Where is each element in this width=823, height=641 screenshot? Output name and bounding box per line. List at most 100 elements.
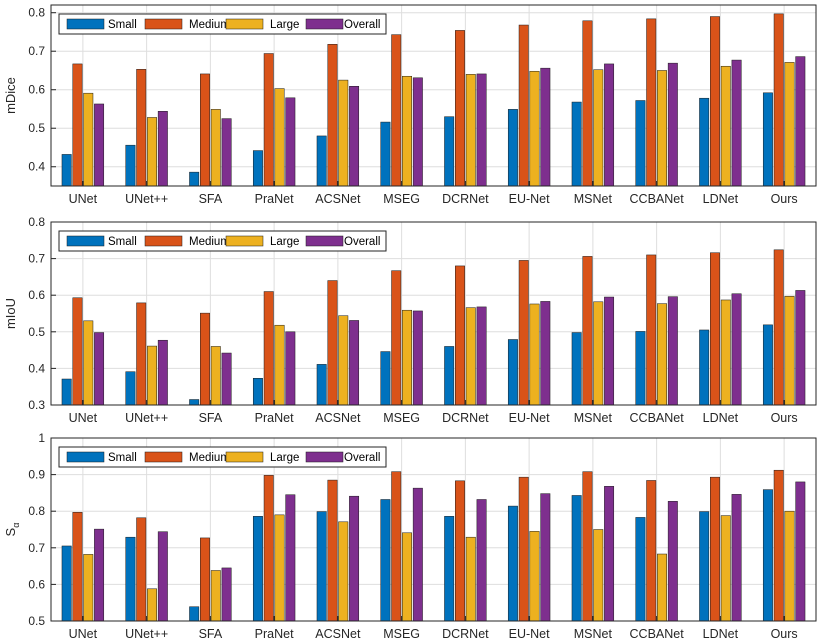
bar-medium-ours (773, 13, 784, 187)
x-tick-label: Ours (771, 411, 798, 425)
y-tick-label: 0.5 (28, 121, 45, 135)
bar-medium-dcrnet (455, 480, 465, 622)
bar-large-unet (83, 320, 94, 406)
bar-overall-eu-net (540, 67, 551, 187)
bar-large-pranet (274, 324, 285, 406)
bar-overall-acsnet (349, 320, 360, 406)
x-tick-label: EU-Net (509, 627, 551, 641)
bar-large-dcrnet (465, 307, 476, 406)
bar-large-msnet (593, 529, 604, 622)
y-tick-label: 0.6 (28, 83, 45, 97)
y-tick-label: 0.7 (28, 44, 45, 58)
bar-small-unet (61, 545, 72, 622)
plot-area (51, 438, 816, 621)
bar-overall-ccbanet (667, 62, 678, 187)
bar-small-pranet (252, 516, 263, 622)
bar-small-unetpp (125, 371, 136, 406)
bar-large-unet (83, 554, 94, 622)
bar-large-dcrnet (465, 74, 476, 187)
bar-small-ccbanet (635, 100, 646, 187)
x-tick-label: EU-Net (509, 192, 551, 206)
legend: Small Medium Large Overall (58, 230, 387, 252)
bar-overall-unet (94, 332, 105, 406)
y-tick-label: 0.5 (28, 325, 45, 339)
bar-medium-msnet (582, 256, 593, 406)
legend-label-large: Large (270, 19, 299, 31)
y-tick-label: 0.4 (28, 160, 45, 174)
x-tick-label: SFA (199, 192, 223, 206)
x-tick-label: MSNet (574, 411, 613, 425)
bar-small-mseg (380, 351, 391, 406)
bar-overall-ldnet (731, 59, 742, 187)
bar-large-unetpp (147, 345, 157, 406)
legend-label-medium: Medium (189, 236, 230, 248)
bar-small-acsnet (316, 135, 327, 187)
bar-small-unetpp (125, 144, 136, 187)
legend-swatch-overall (305, 451, 344, 463)
bar-medium-pranet (263, 475, 274, 622)
x-tick-label: DCRNet (442, 627, 489, 641)
legend-swatch-medium (144, 18, 183, 30)
bar-medium-eu-net (518, 24, 529, 187)
bar-large-pranet (274, 514, 285, 622)
bar-overall-msnet (604, 296, 615, 406)
bar-medium-unetpp (136, 517, 147, 622)
x-tick-label: SFA (199, 627, 223, 641)
x-tick-label: LDNet (703, 627, 739, 641)
x-tick-label: LDNet (703, 192, 739, 206)
bar-large-mseg (402, 309, 412, 406)
x-tick-label: CCBANet (630, 627, 685, 641)
x-tick-label: LDNet (703, 411, 739, 425)
bar-small-unetpp (125, 536, 136, 622)
bar-large-ours (784, 510, 795, 622)
y-tick-label: 0.5 (28, 614, 45, 628)
y-tick-label: 0.3 (28, 398, 45, 412)
bar-overall-ours (795, 290, 806, 406)
bar-overall-eu-net (540, 301, 551, 406)
bar-small-ccbanet (635, 517, 646, 622)
chart-panel-2: 0.3 0.4 0.5 0.6 0.7 0.8 UNet UNet++ SFA PraNet ACS… (3, 215, 817, 425)
bar-medium-ours (773, 469, 784, 622)
bar-overall-msnet (604, 486, 615, 622)
bar-large-acsnet (338, 315, 349, 406)
bar-small-msnet (571, 101, 582, 187)
bar-medium-ours (773, 249, 784, 406)
x-tick-label: Ours (771, 627, 798, 641)
x-tick-label: CCBANet (630, 192, 685, 206)
y-axis-label-text: S (3, 527, 18, 536)
bar-large-pranet (274, 88, 285, 187)
legend-swatch-large (225, 451, 264, 463)
x-tick-label: UNet++ (125, 192, 168, 206)
x-tick-label: Ours (771, 192, 798, 206)
bar-overall-mseg (412, 77, 423, 187)
bar-small-dcrnet (444, 346, 455, 406)
x-tick-label: ACSNet (315, 192, 361, 206)
bar-small-unet (61, 378, 72, 406)
axes-box (50, 221, 817, 406)
bar-large-msnet (593, 69, 604, 187)
bar-small-ccbanet (635, 331, 646, 406)
bar-medium-ldnet (710, 252, 720, 406)
y-axis-label: mDice (3, 77, 18, 114)
legend-label-overall: Overall (344, 452, 380, 464)
bar-medium-dcrnet (455, 265, 465, 406)
bar-large-dcrnet (465, 536, 476, 622)
legend-label-medium: Medium (189, 19, 230, 31)
legend-label-small: Small (108, 452, 137, 464)
bar-large-sfa (210, 109, 221, 187)
y-tick-label: 0.6 (28, 577, 45, 591)
bar-small-eu-net (507, 505, 518, 622)
x-tick-label: UNet (69, 192, 98, 206)
bar-overall-sfa (221, 118, 232, 187)
bar-medium-unetpp (136, 302, 147, 406)
bar-large-ldnet (720, 515, 731, 622)
bar-overall-pranet (285, 331, 296, 406)
bar-medium-sfa (200, 537, 210, 622)
bar-overall-sfa (221, 567, 232, 622)
bar-overall-acsnet (349, 495, 360, 622)
legend-label-large: Large (270, 236, 299, 248)
bar-medium-pranet (263, 291, 274, 406)
x-tick-label: UNet++ (125, 411, 168, 425)
bar-small-acsnet (316, 511, 327, 622)
